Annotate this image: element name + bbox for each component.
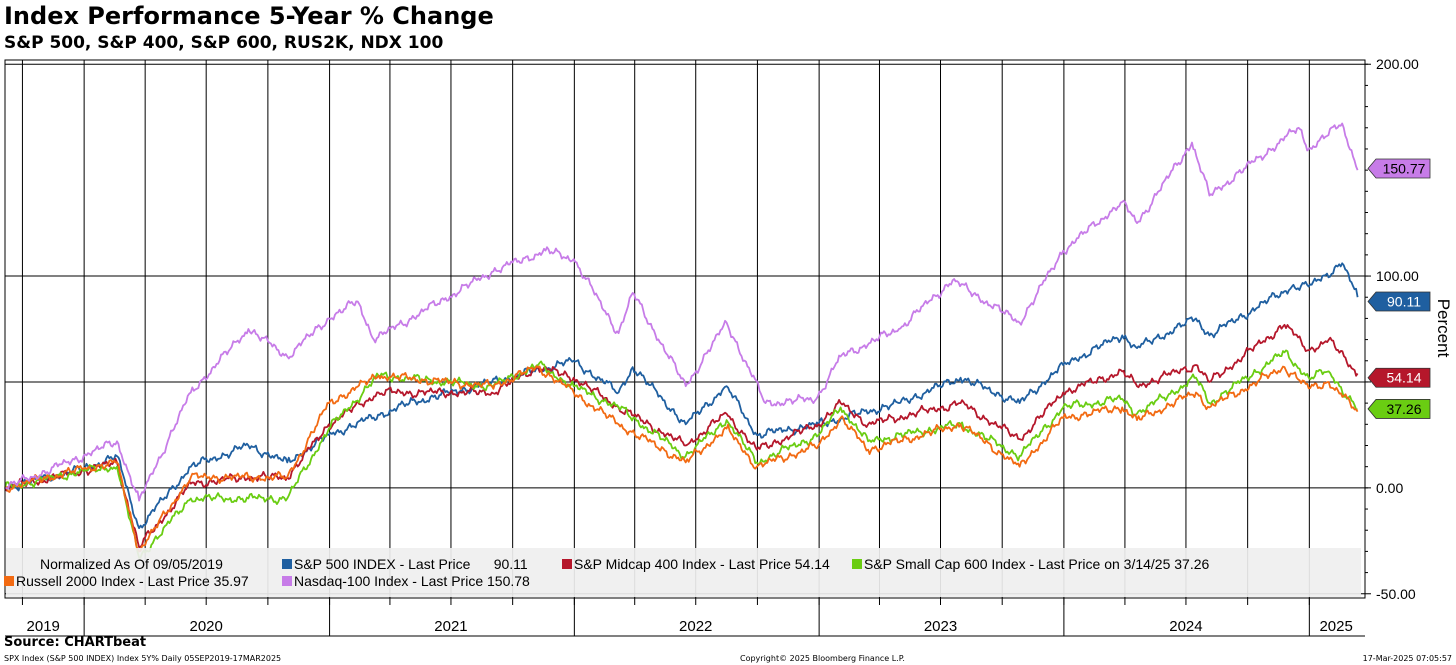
end-value-tag <box>1367 399 1431 419</box>
y-axis-label: Percent <box>1434 299 1453 358</box>
x-year-label: 2023 <box>924 618 957 635</box>
end-value-tag <box>1367 367 1431 388</box>
source-note: Source: CHARTbeat <box>4 635 147 650</box>
end-value-tag <box>1367 158 1431 179</box>
legend-background <box>6 548 1361 597</box>
series-lines <box>4 122 1359 559</box>
chart-subtitle: S&P 500, S&P 400, S&P 600, RUS2K, NDX 10… <box>4 33 444 53</box>
x-year-label: 2019 <box>27 618 60 635</box>
x-year-label: 2025 <box>1319 618 1352 635</box>
legend-entry: S&P Midcap 400 Index - Last Price 54.14 <box>574 556 830 572</box>
end-value-label: 54.14 <box>1386 370 1421 386</box>
end-value-label: 90.11 <box>1387 293 1421 309</box>
series-line <box>4 349 1358 559</box>
end-value-label: 37.26 <box>1386 401 1421 417</box>
series-line <box>4 262 1359 529</box>
series-line <box>4 365 1359 553</box>
y-tick-label: 0.00 <box>1376 480 1403 496</box>
x-axis: 2019 2020 2021 2022 2023 2024 2025 <box>5 598 1365 637</box>
legend-entry: Russell 2000 Index - Last Price 35.97 <box>16 573 249 589</box>
legend-header: Normalized As Of 09/05/2019 <box>40 556 223 572</box>
legend-swatch <box>562 559 572 569</box>
legend-entry: S&P Small Cap 600 Index - Last Price on … <box>864 556 1210 572</box>
x-year-label: 2024 <box>1169 618 1202 635</box>
series-line <box>4 122 1359 502</box>
legend-entry: Nasdaq-100 Index - Last Price 150.78 <box>294 573 530 589</box>
x-year-label: 2020 <box>189 618 222 635</box>
y-tick-label: -50.00 <box>1376 586 1416 602</box>
legend-entry: S&P 500 INDEX - Last Price 90.11 <box>294 556 528 572</box>
legend-swatch <box>4 576 14 586</box>
footer-left: SPX Index (S&P 500 INDEX) Index 5Y% Dail… <box>4 654 282 663</box>
end-value-label: 150.77 <box>1383 161 1426 177</box>
chart-title: Index Performance 5-Year % Change <box>4 2 494 30</box>
legend-swatch <box>852 559 862 569</box>
legend-swatch <box>282 559 292 569</box>
plot-frame <box>4 59 1366 599</box>
legend-swatch <box>282 576 292 586</box>
y-tick-label: 100.00 <box>1376 268 1419 284</box>
legend: Normalized As Of 09/05/2019 S&P 500 INDEX… <box>4 548 1361 597</box>
plot-background <box>5 60 1365 598</box>
x-year-label: 2022 <box>679 618 712 635</box>
x-year-label: 2021 <box>434 618 467 635</box>
y-tick-label: 200.00 <box>1376 56 1419 72</box>
footer-timestamp: 17-Mar-2025 07:05:57 <box>1362 654 1452 663</box>
end-value-labels: 90.11 54.14 37.26 150.77 <box>1367 158 1431 419</box>
footer-copyright: Copyright© 2025 Bloomberg Finance L.P. <box>740 654 905 663</box>
series-line <box>4 323 1359 549</box>
end-value-tag <box>1367 291 1431 312</box>
